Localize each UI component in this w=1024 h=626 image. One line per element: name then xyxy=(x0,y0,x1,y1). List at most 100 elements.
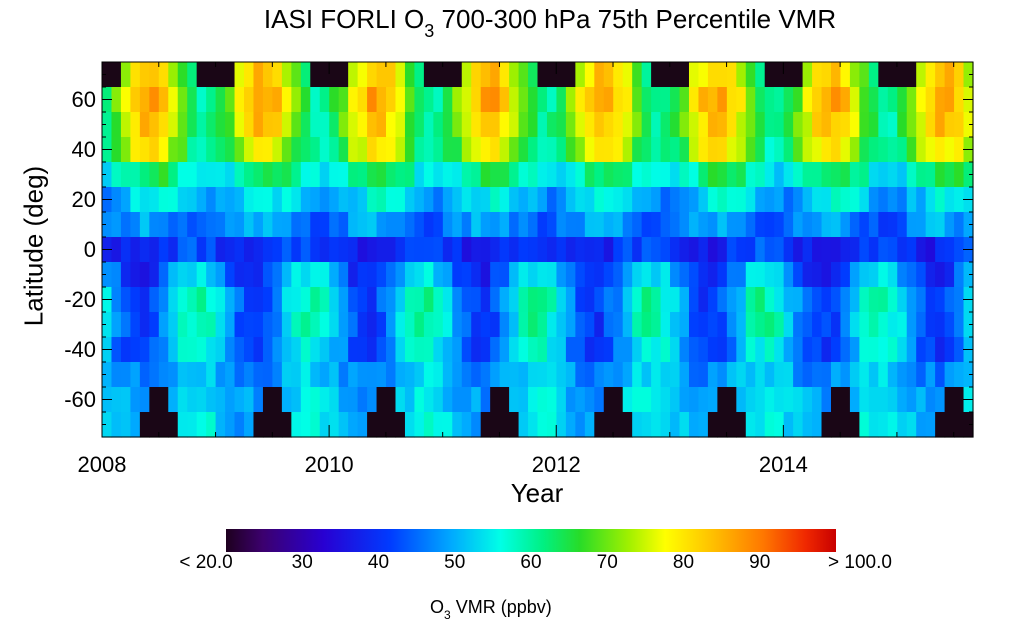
heatmap-cell xyxy=(120,212,131,238)
heatmap-cell xyxy=(812,337,823,363)
heatmap-cell xyxy=(726,412,737,438)
heatmap-cell xyxy=(878,187,889,213)
heatmap-cell xyxy=(584,362,595,388)
heatmap-cell xyxy=(812,362,823,388)
heatmap-cell xyxy=(215,262,226,288)
heatmap-cell xyxy=(584,387,595,413)
heatmap-cell xyxy=(102,212,113,238)
heatmap-cell xyxy=(168,212,179,238)
heatmap-cell xyxy=(575,337,586,363)
heatmap-cell xyxy=(499,362,510,388)
heatmap-cell xyxy=(206,112,217,138)
heatmap-cell xyxy=(120,237,131,263)
heatmap-cell xyxy=(102,312,113,338)
heatmap-cell xyxy=(206,162,217,188)
heatmap-cell xyxy=(632,112,643,138)
heatmap-cell xyxy=(120,137,131,163)
heatmap-cell xyxy=(868,287,879,313)
heatmap-cell xyxy=(793,387,804,413)
heatmap-cell xyxy=(679,237,690,263)
heatmap-cell xyxy=(660,262,671,288)
heatmap-cell xyxy=(509,212,520,238)
heatmap-cell xyxy=(433,237,444,263)
heatmap-cell xyxy=(139,362,150,388)
heatmap-cell xyxy=(556,362,567,388)
heatmap-cell xyxy=(755,187,766,213)
heatmap-cell xyxy=(215,337,226,363)
heatmap-cell xyxy=(471,287,482,313)
heatmap-cell xyxy=(196,112,207,138)
heatmap-cell xyxy=(452,387,463,413)
heatmap-cell xyxy=(774,162,785,188)
heatmap-cell xyxy=(868,312,879,338)
heatmap-cell xyxy=(376,362,387,388)
heatmap-cell xyxy=(546,362,558,388)
heatmap-cell xyxy=(386,87,397,113)
heatmap-cell xyxy=(281,87,292,113)
heatmap-cell xyxy=(840,262,851,288)
heatmap-cell xyxy=(745,362,756,388)
heatmap-cell xyxy=(348,337,359,363)
heatmap-cell xyxy=(499,287,510,313)
heatmap-cell xyxy=(206,187,217,213)
heatmap-cell xyxy=(319,187,330,213)
heatmap-cell xyxy=(367,237,378,263)
heatmap-cell xyxy=(963,412,974,438)
heatmap-cell xyxy=(149,387,160,413)
heatmap-cell xyxy=(404,312,416,338)
heatmap-cell xyxy=(954,287,965,313)
heatmap-cell xyxy=(310,187,321,213)
heatmap-cell xyxy=(774,212,785,238)
heatmap-cell xyxy=(821,287,832,313)
heatmap-cell xyxy=(840,412,851,438)
heatmap-cell xyxy=(433,287,444,313)
heatmap-cell xyxy=(584,337,595,363)
heatmap-cell xyxy=(897,412,908,438)
heatmap-cell xyxy=(281,212,292,238)
heatmap-cell xyxy=(755,287,766,313)
heatmap-cell xyxy=(480,362,491,388)
heatmap-cell xyxy=(196,187,207,213)
heatmap-cell xyxy=(954,112,965,138)
y-tick-label: 60 xyxy=(71,86,96,112)
heatmap-cell xyxy=(442,112,453,138)
heatmap-cell xyxy=(367,312,378,338)
heatmap-cell xyxy=(802,162,813,188)
heatmap-cell xyxy=(546,387,558,413)
heatmap-cell xyxy=(613,387,624,413)
heatmap-cell xyxy=(793,162,804,188)
heatmap-cell xyxy=(575,237,586,263)
heatmap-cell xyxy=(755,137,766,163)
heatmap-cell xyxy=(386,387,397,413)
heatmap-cell xyxy=(338,287,349,313)
heatmap-cell xyxy=(897,237,908,263)
heatmap-cell xyxy=(537,237,548,263)
heatmap-cell xyxy=(149,262,160,288)
heatmap-cell xyxy=(707,412,718,438)
heatmap-cell xyxy=(395,362,406,388)
heatmap-cell xyxy=(395,112,406,138)
heatmap-cell xyxy=(556,212,567,238)
heatmap-cell xyxy=(338,87,349,113)
heatmap-cell xyxy=(774,412,785,438)
heatmap-cell xyxy=(954,337,965,363)
heatmap-cell xyxy=(206,87,217,113)
heatmap-cell xyxy=(262,412,274,438)
heatmap-cell xyxy=(688,187,700,213)
heatmap-cell xyxy=(840,137,851,163)
heatmap-cell xyxy=(471,312,482,338)
heatmap-cell xyxy=(774,262,785,288)
heatmap-cell xyxy=(670,62,681,88)
heatmap-cell xyxy=(433,62,444,88)
colorbar-tick-label: 90 xyxy=(749,552,771,573)
heatmap-cell xyxy=(480,187,491,213)
heatmap-cell xyxy=(887,112,898,138)
heatmap-cell xyxy=(755,112,766,138)
heatmap-cell xyxy=(859,187,870,213)
heatmap-cell xyxy=(584,137,595,163)
heatmap-cell xyxy=(868,412,879,438)
heatmap-cell xyxy=(774,112,785,138)
heatmap-cell xyxy=(935,287,946,313)
heatmap-cell xyxy=(584,412,595,438)
heatmap-cell xyxy=(954,187,965,213)
